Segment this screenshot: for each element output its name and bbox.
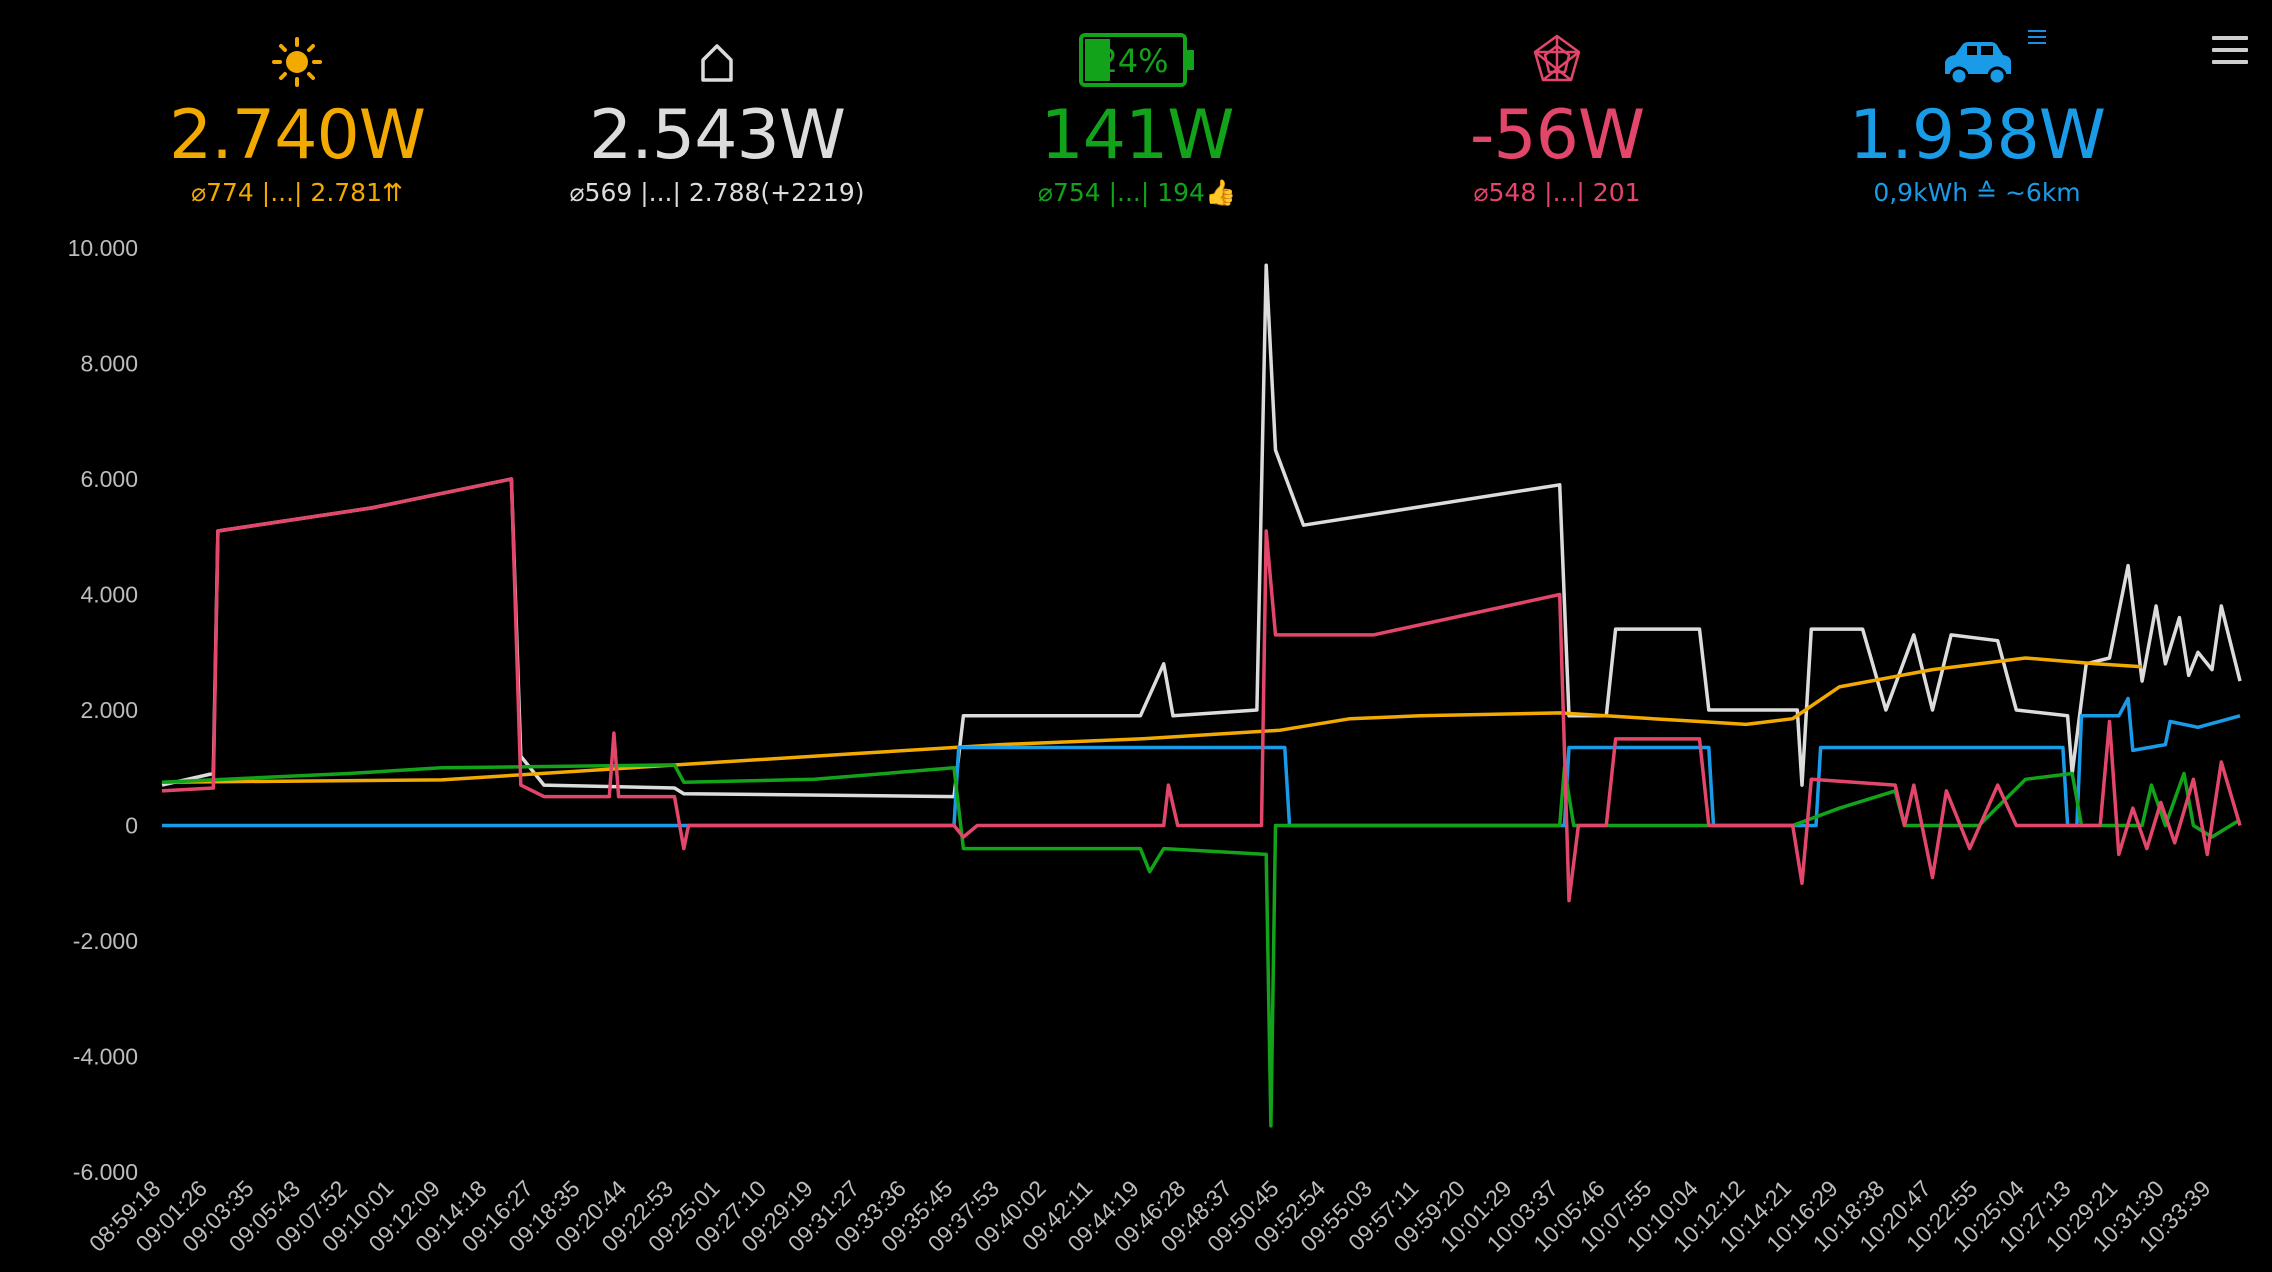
car-icon [1757, 30, 2197, 100]
house-power-value: 2.543W [589, 96, 846, 175]
grid-stats: ⌀548 |...| 201 [1473, 178, 1641, 207]
y-tick-label: 2.000 [80, 697, 138, 723]
y-tick-label: 6.000 [80, 466, 138, 492]
y-tick-label: -4.000 [73, 1044, 138, 1070]
y-tick-label: -2.000 [73, 928, 138, 954]
solar-stats: ⌀774 |...| 2.781⇈ [191, 178, 403, 207]
hamburger-menu-button[interactable] [2212, 36, 2248, 72]
series-line-house [161, 263, 2242, 799]
series-line-battery [161, 763, 2241, 1128]
y-tick-label: 0 [125, 813, 138, 839]
battery-percent: 24% [1097, 42, 1169, 80]
list-icon[interactable] [2028, 30, 2046, 46]
y-tick-label: -6.000 [73, 1159, 138, 1185]
x-axis: 08:59:1809:01:2609:03:3509:05:4309:07:52… [84, 1175, 2216, 1257]
battery-power-value: 141W [1040, 96, 1234, 175]
house-tile[interactable]: 2.543W ⌀569 |...| 2.788(+2219) [497, 30, 937, 215]
series-line-grid [161, 477, 2242, 903]
grid-power-value: -56W [1469, 96, 1645, 175]
battery-icon: 24% [917, 30, 1357, 100]
sun-icon [77, 30, 517, 100]
car-stats: 0,9kWh ≙ ~6km [1873, 178, 2081, 207]
grid-mast-icon [1337, 30, 1777, 100]
solar-tile[interactable]: 2.740W ⌀774 |...| 2.781⇈ [77, 30, 517, 215]
car-power-value: 1.938W [1849, 96, 2106, 175]
y-axis: 10.000 8.000 6.000 4.000 2.000 0 -2.000 -4.000 -… [68, 235, 138, 1185]
battery-stats: ⌀754 |...| 194👍 [1037, 178, 1237, 207]
series-layer [161, 263, 2242, 1128]
series-line-car [162, 696, 2241, 828]
solar-power-value: 2.740W [169, 96, 426, 175]
series-line-solar [161, 656, 2143, 784]
y-tick-label: 4.000 [80, 582, 138, 608]
car-tile[interactable]: 1.938W 0,9kWh ≙ ~6km [1757, 30, 2197, 215]
house-stats: ⌀569 |...| 2.788(+2219) [569, 178, 865, 207]
y-tick-label: 10.000 [68, 235, 138, 261]
y-tick-label: 8.000 [80, 351, 138, 377]
house-icon [497, 30, 937, 100]
battery-tile[interactable]: 24% 141W ⌀754 |...| 194👍 [917, 30, 1357, 215]
grid-tile[interactable]: -56W ⌀548 |...| 201 [1337, 30, 1777, 215]
